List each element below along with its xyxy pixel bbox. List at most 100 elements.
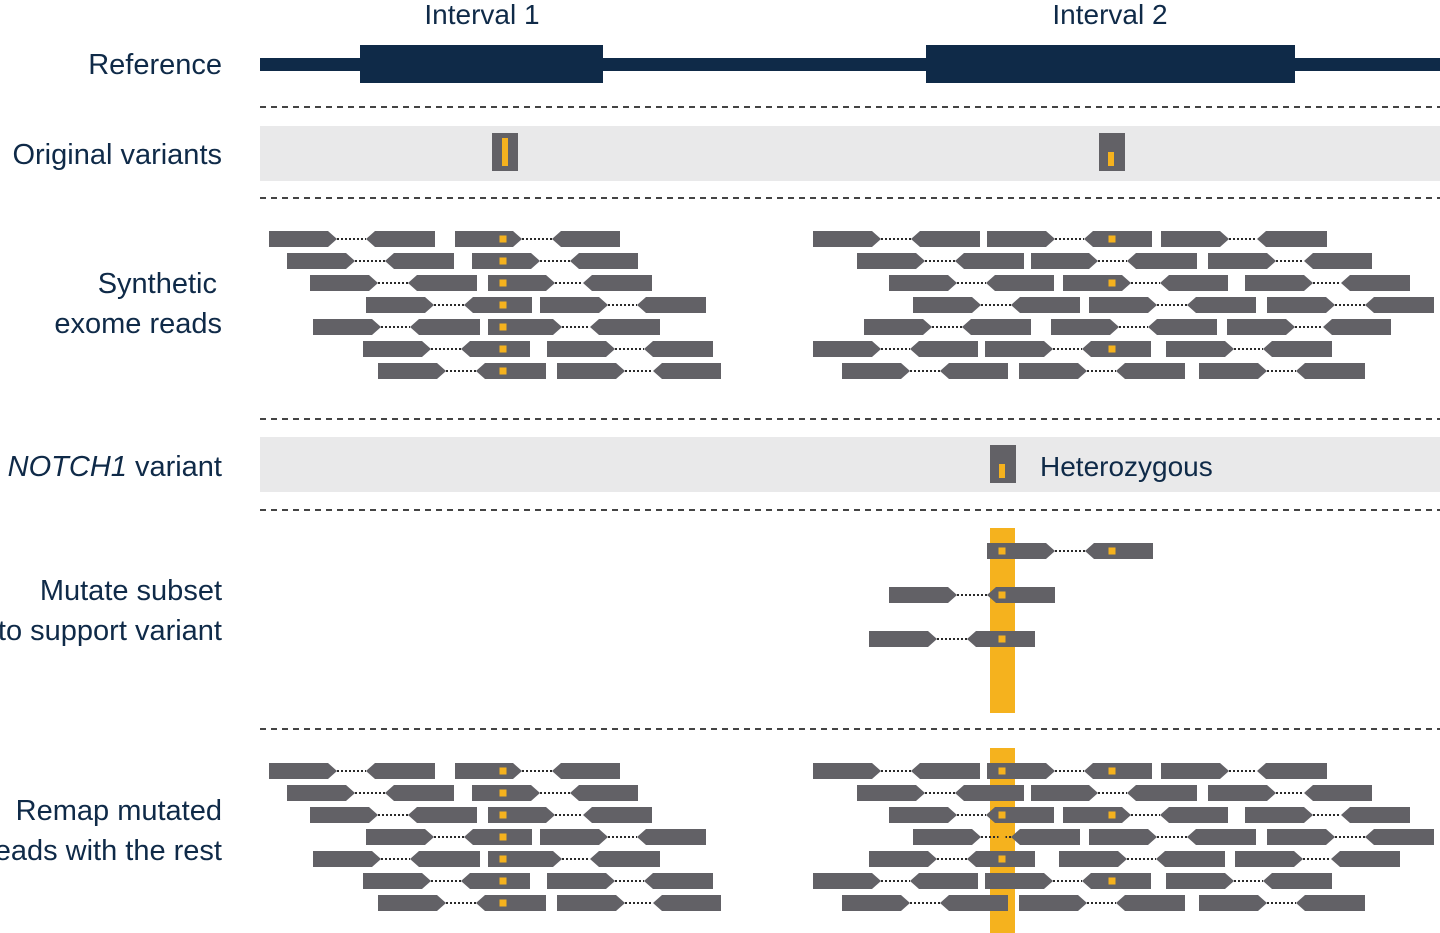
forward-read <box>547 873 615 889</box>
forward-read <box>1245 807 1313 823</box>
reverse-read <box>1365 297 1434 313</box>
read-pair <box>547 873 713 889</box>
reverse-read <box>644 341 713 357</box>
forward-read <box>913 297 981 313</box>
reverse-read <box>1127 785 1197 801</box>
read-pair <box>985 873 1151 889</box>
read-pair <box>378 895 546 911</box>
reverse-read <box>644 873 713 889</box>
reverse-read <box>464 297 532 313</box>
read-pair <box>813 341 978 357</box>
read-pair <box>472 785 638 801</box>
read-pair <box>313 851 480 867</box>
reverse-read <box>410 319 480 335</box>
reverse-read <box>653 363 721 379</box>
read-pair <box>913 829 1080 845</box>
read-pair <box>1031 785 1197 801</box>
forward-read <box>987 763 1055 779</box>
read-pair <box>1089 829 1256 845</box>
read-pair <box>557 363 721 379</box>
variant-base-marker <box>499 257 507 265</box>
forward-read <box>363 873 431 889</box>
reverse-read <box>1082 873 1151 889</box>
forward-read <box>987 231 1055 247</box>
read-pair <box>1267 297 1434 313</box>
variant-base-marker <box>998 833 1006 841</box>
forward-read <box>857 785 925 801</box>
reverse-read <box>1296 895 1365 911</box>
reverse-read <box>1127 253 1197 269</box>
forward-read <box>313 319 381 335</box>
read-pair <box>1031 253 1197 269</box>
read-pair <box>987 763 1152 779</box>
read-pair <box>985 341 1151 357</box>
notch1-variant-marker <box>990 445 1016 483</box>
read-pair <box>1166 341 1332 357</box>
read-pair <box>310 807 477 823</box>
notch1-variant-band <box>260 437 1440 492</box>
forward-read <box>1051 319 1119 335</box>
synthetic-reads-label-line1: Synthetic <box>98 268 217 300</box>
reverse-read <box>1160 275 1228 291</box>
read-pair <box>455 231 620 247</box>
reverse-read <box>408 807 477 823</box>
variant-base-marker <box>1108 811 1116 819</box>
read-pair <box>842 895 1008 911</box>
read-pair <box>1199 363 1365 379</box>
forward-read <box>488 851 562 867</box>
read-pair <box>813 873 978 889</box>
variant-base-marker <box>998 591 1006 599</box>
reverse-read <box>1304 253 1372 269</box>
mutate-label-line1: Mutate subset <box>40 575 222 607</box>
read-pair <box>813 763 980 779</box>
zygosity-label: Heterozygous <box>1040 451 1213 482</box>
forward-read <box>366 829 434 845</box>
reverse-read <box>366 231 435 247</box>
reverse-read <box>408 275 477 291</box>
reference-exon-1 <box>360 45 603 83</box>
read-pair <box>287 785 454 801</box>
read-pair <box>1161 231 1327 247</box>
forward-read <box>455 231 522 247</box>
read-pair <box>913 297 1080 313</box>
read-pair <box>488 319 660 335</box>
variant-base-marker <box>499 877 507 885</box>
forward-read <box>1089 297 1157 313</box>
reverse-read <box>910 873 978 889</box>
reverse-read <box>1257 763 1327 779</box>
forward-read <box>378 363 446 379</box>
variant-allele-bar <box>502 138 508 166</box>
read-pair <box>557 895 721 911</box>
reverse-read <box>940 895 1008 911</box>
forward-read <box>1199 895 1267 911</box>
original-variants-band <box>260 126 1440 181</box>
forward-read <box>1235 851 1303 867</box>
reverse-read <box>1148 319 1217 335</box>
interval-2-label: Interval 2 <box>1052 0 1167 30</box>
forward-read <box>557 363 625 379</box>
reverse-read <box>1187 829 1256 845</box>
forward-read <box>985 341 1053 357</box>
forward-read <box>540 297 608 313</box>
forward-read <box>1166 873 1234 889</box>
read-pair <box>1208 785 1372 801</box>
reverse-read <box>552 231 620 247</box>
forward-read <box>287 253 355 269</box>
forward-read <box>1031 785 1098 801</box>
read-pair <box>1166 873 1332 889</box>
variant-base-marker <box>1108 547 1116 555</box>
reverse-read <box>986 275 1054 291</box>
reverse-read <box>583 807 652 823</box>
variant-allele-bar <box>1108 152 1114 166</box>
variant-allele-bar <box>999 464 1005 478</box>
read-pair <box>1063 275 1228 291</box>
read-pair <box>1051 319 1217 335</box>
reverse-read <box>910 341 978 357</box>
reverse-read <box>1257 231 1327 247</box>
forward-read <box>540 829 608 845</box>
read-pair <box>488 807 652 823</box>
interval-1-label: Interval 1 <box>424 0 539 30</box>
forward-read <box>488 319 562 335</box>
read-pair <box>269 763 435 779</box>
